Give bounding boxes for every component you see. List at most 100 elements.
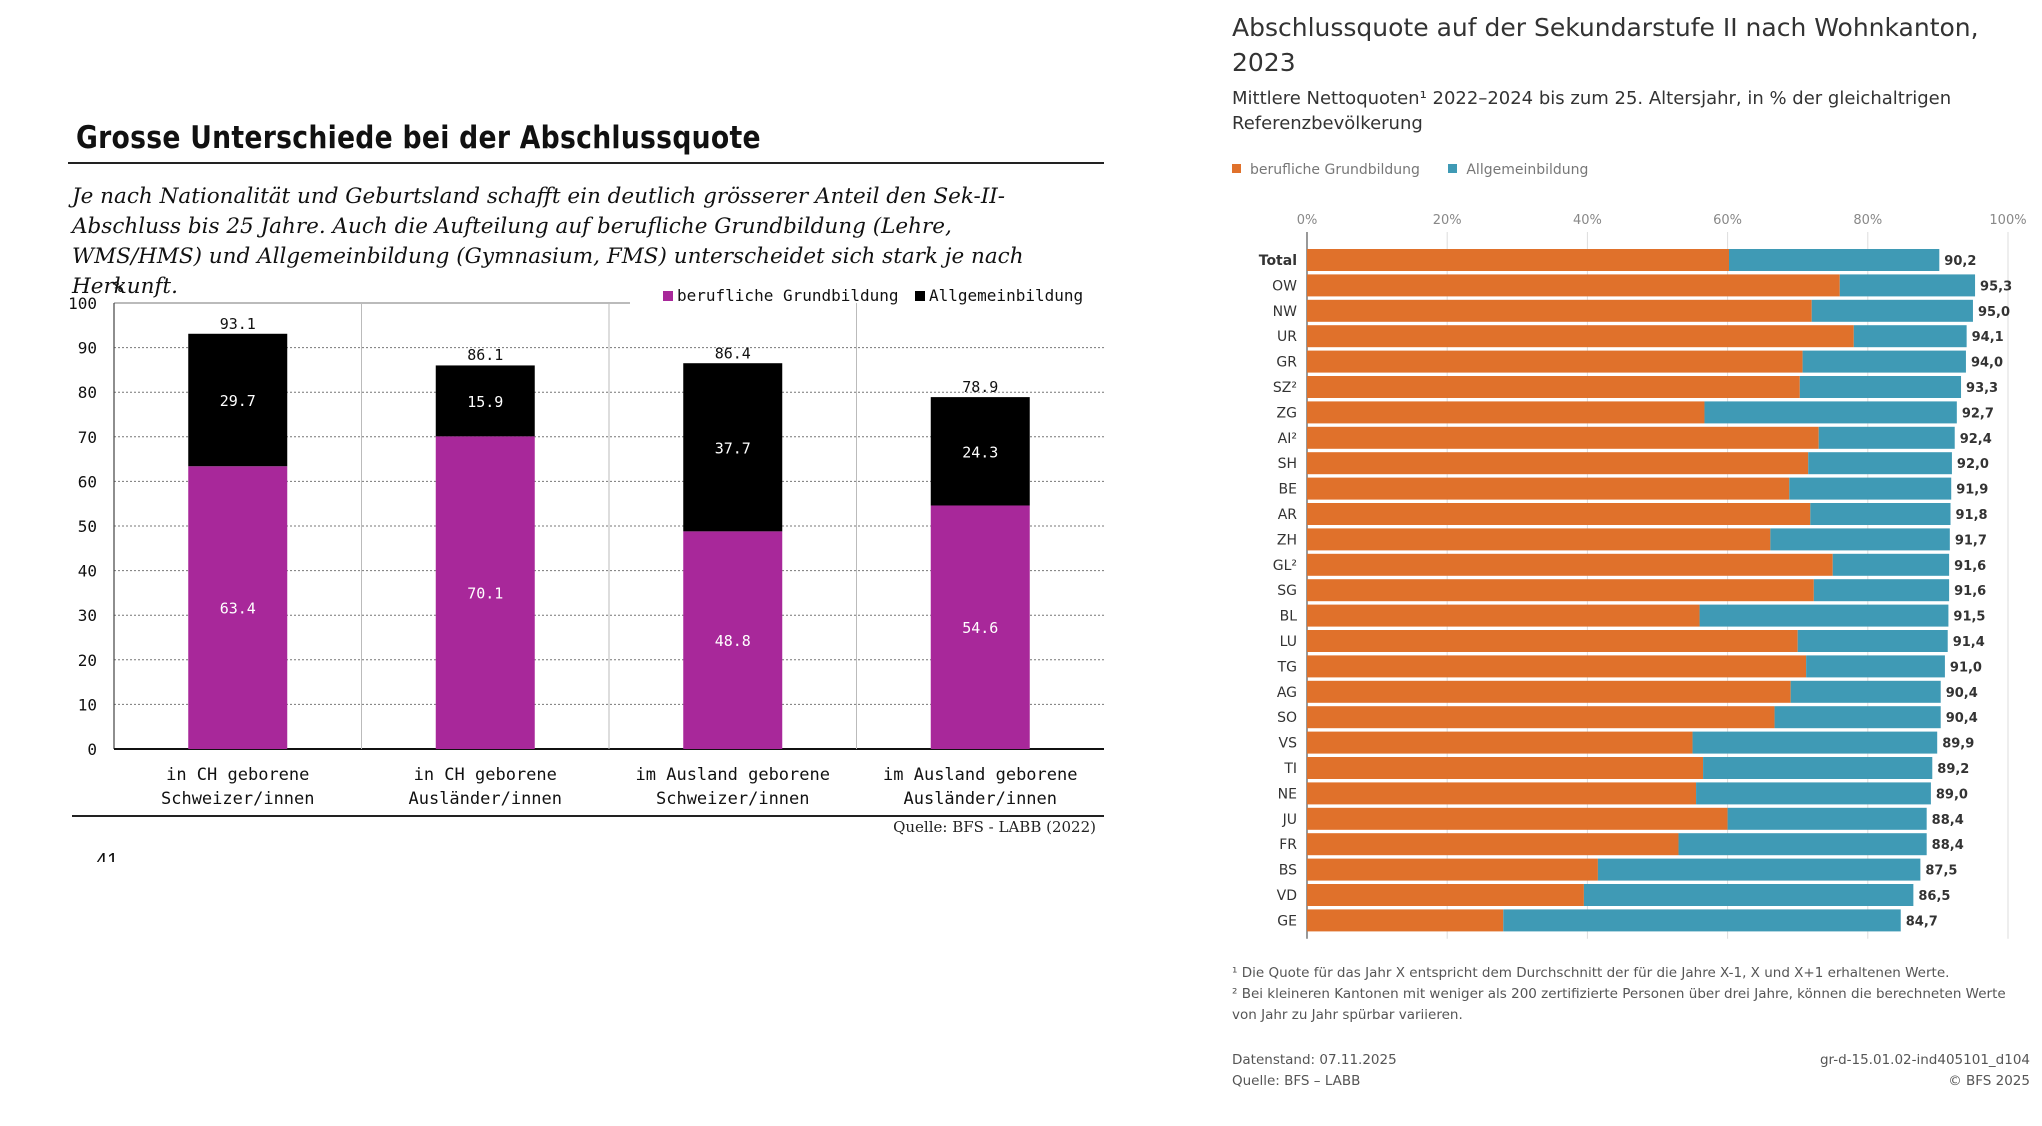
bar-segment-vocational: [1307, 452, 1809, 475]
bar-segment-vocational: [1307, 426, 1819, 449]
total-value-label: 91,9: [1956, 483, 1988, 498]
bar-segment-vocational: [1307, 909, 1504, 932]
category-label: TG: [1277, 659, 1297, 675]
bar-segment-general: [188, 333, 288, 467]
x-tick-label: 40%: [1573, 213, 1602, 228]
total-value-label: 78.9: [962, 378, 998, 396]
category-label: GE: [1277, 913, 1297, 929]
x-category-label-line1: in CH geborene: [166, 765, 309, 785]
bar-segment-general: [1678, 833, 1927, 856]
bar-segment-vocational: [1307, 376, 1800, 398]
bar-segment-general: [1696, 782, 1931, 805]
bar-segment-vocational: [1307, 884, 1584, 906]
y-tick-label: 10: [78, 695, 97, 714]
graphic-code: gr-d-15.01.02-ind405101_d104: [1819, 1052, 2030, 1068]
x-category-label-line1: im Ausland geborene: [636, 765, 830, 785]
bar-segment-general: [1797, 630, 1948, 652]
bar-segment-general: [1774, 706, 1941, 729]
bar-segment-general: [1808, 452, 1952, 475]
bar-segment-general: [1813, 579, 1950, 602]
bar-segment-vocational: [1307, 528, 1771, 551]
x-category-label-line2: Ausländer/innen: [903, 789, 1057, 809]
y-tick-label: 100: [68, 294, 97, 313]
total-value-label: 95,3: [1980, 279, 2012, 294]
segment-value-label: 29.7: [220, 392, 256, 410]
title-rule: [68, 162, 1104, 164]
bar-segment-general: [1503, 909, 1901, 932]
category-label: VD: [1277, 888, 1297, 904]
x-category-label-line2: Schweizer/innen: [656, 789, 810, 809]
bar-segment-vocational: [1307, 807, 1728, 830]
bar-segment-vocational: [1307, 503, 1811, 525]
legend-label: berufliche Grundbildung: [677, 286, 899, 305]
total-value-label: 91,0: [1950, 660, 1982, 675]
total-value-label: 91,7: [1955, 533, 1987, 548]
category-label: BS: [1279, 863, 1297, 879]
total-value-label: 84,7: [1906, 914, 1938, 929]
x-category-label-line2: Schweizer/innen: [161, 789, 315, 809]
bar-segment-general: [1839, 274, 1976, 297]
category-label: TI: [1283, 761, 1297, 777]
left-bar-chart: 0 10 20 30 40 50 60 70 80 90 100% 63.4 29.7 93.1 in CH…: [68, 278, 1104, 809]
category-label: AG: [1277, 685, 1297, 701]
graphic-id: gr-d-15.01.02-ind405101_d104 © BFS 2025: [1820, 1050, 2030, 1092]
legend-label: berufliche Grundbildung: [1250, 162, 1420, 178]
legend-swatch-teal: [1448, 164, 1458, 173]
bar-segment-vocational: [1307, 274, 1840, 297]
bar-segment-vocational: [1307, 833, 1679, 856]
total-value-label: 91,6: [1954, 584, 1986, 599]
bar-segment-vocational: [683, 531, 783, 749]
right-bar-chart: 0% 20% 40% 60% 80% 100% Total 90,2 OW 95,3 NW 95,0 U…: [1259, 213, 2027, 939]
bar-segment-general: [1704, 401, 1957, 424]
total-value-label: 86.4: [715, 345, 751, 363]
legend-item-general: Allgemeinbildung: [1448, 162, 1588, 178]
y-tick-label: 70: [78, 428, 97, 447]
total-value-label: 86.1: [467, 346, 503, 364]
y-tick-label: 40: [78, 562, 97, 581]
total-value-label: 87,5: [1925, 864, 1957, 879]
total-value-label: 89,0: [1936, 787, 1968, 802]
y-tick-label: 90: [78, 339, 97, 358]
bar-segment-vocational: [1307, 477, 1790, 500]
bar-segment-vocational: [188, 466, 288, 749]
x-tick-label: 0%: [1297, 213, 1318, 228]
total-value-label: 89,9: [1942, 737, 1974, 752]
y-tick-label: 80: [78, 383, 97, 402]
category-label: OW: [1272, 278, 1297, 294]
bar-segment-general: [1727, 807, 1927, 830]
footnote-1: ¹ Die Quote für das Jahr X entspricht de…: [1232, 965, 1950, 981]
bar-segment-vocational: [1307, 579, 1814, 602]
bar-segment-general: [1770, 528, 1950, 551]
x-tick-label: 60%: [1713, 213, 1742, 228]
category-label: LU: [1280, 634, 1297, 650]
copyright: © BFS 2025: [1948, 1073, 2030, 1089]
bar-segment-vocational: [1307, 731, 1693, 754]
footnote-2: ² Bei kleineren Kantonen mit weniger als…: [1232, 986, 2006, 1023]
bar-segment-vocational: [435, 436, 535, 749]
bar-segment-vocational: [1307, 782, 1697, 805]
total-value-label: 92,4: [1960, 432, 1992, 447]
category-label: AI²: [1278, 431, 1297, 447]
category-label: GL²: [1273, 558, 1297, 574]
bar-segment-vocational: [1307, 680, 1791, 703]
total-value-label: 93.1: [220, 315, 256, 333]
total-value-label: 88,4: [1932, 838, 1964, 853]
x-category-label-line1: in CH geborene: [414, 765, 557, 785]
bar-segment-general: [683, 363, 783, 532]
category-label: ZG: [1277, 405, 1297, 421]
total-value-label: 91,8: [1956, 508, 1988, 523]
right-chart-subtitle: Mittlere Nettoquoten¹ 2022–2024 bis zum …: [1232, 88, 1952, 134]
bar-segment-vocational: [1307, 655, 1807, 678]
bar-segment-general: [1799, 376, 1962, 398]
bar-segment-general: [1832, 553, 1950, 576]
bar-segment-general: [1729, 249, 1940, 271]
segment-value-label: 70.1: [467, 585, 503, 603]
category-label: VS: [1279, 736, 1298, 752]
x-tick-label: 100%: [1989, 213, 2026, 228]
x-category-label-line1: im Ausland geborene: [883, 765, 1077, 785]
category-label: FR: [1279, 837, 1297, 853]
left-chart-subtitle: Je nach Nationalität und Geburtsland sch…: [72, 184, 1024, 299]
category-label: JU: [1282, 812, 1297, 828]
left-figure: Grosse Unterschiede bei der Abschlussquo…: [68, 120, 1104, 862]
bar-segment-general: [1811, 299, 1973, 322]
